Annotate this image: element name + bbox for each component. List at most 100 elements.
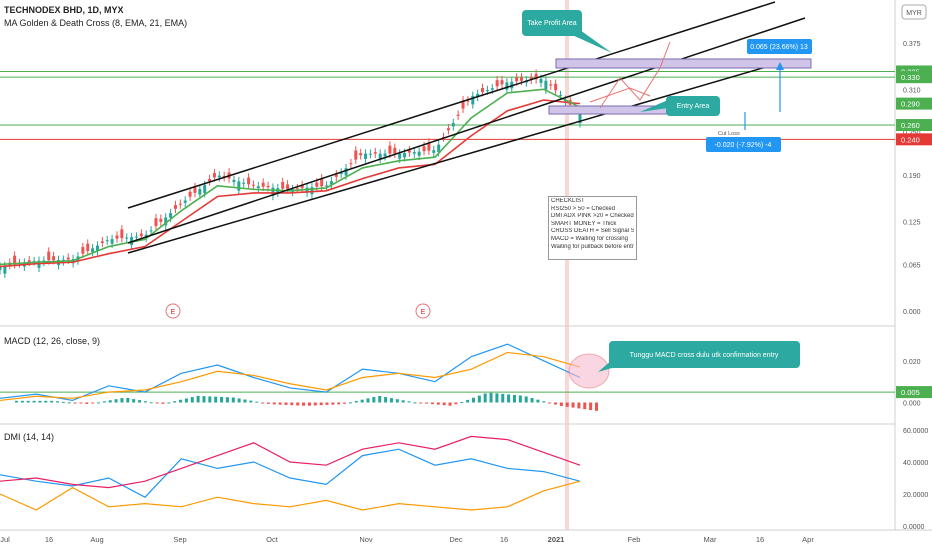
macd-histogram-bar <box>577 402 581 409</box>
candle-body <box>427 142 431 151</box>
macd-histogram-bar <box>155 402 159 404</box>
candle-body <box>329 181 333 185</box>
macd-histogram-bar <box>225 397 229 403</box>
middle-channel-line[interactable] <box>127 17 806 244</box>
candle-body <box>47 251 51 261</box>
candle-body <box>378 153 382 159</box>
axes: 0.3750.3100.2500.1900.1250.0650.0000.020… <box>0 41 932 544</box>
macd-histogram-bar <box>243 399 247 403</box>
macd-histogram-bar <box>425 402 429 404</box>
take-profit-box[interactable] <box>555 58 812 69</box>
candle-body <box>354 150 358 160</box>
lower-channel-line[interactable] <box>127 59 791 254</box>
candle-body <box>451 123 455 127</box>
macd-histogram-bar <box>202 396 206 403</box>
y-tick-label: 0.310 <box>903 87 921 94</box>
macd-histogram-bar <box>471 397 475 403</box>
candle-body <box>188 191 192 197</box>
candle-body <box>91 248 95 253</box>
candle-body <box>364 153 368 159</box>
macd-histogram-bar <box>524 396 528 403</box>
price-tag-label: 0.240 <box>901 135 920 144</box>
x-tick-label: Apr <box>802 535 814 544</box>
y-tick-label: 0.000 <box>903 401 921 408</box>
upper-channel-line[interactable] <box>127 1 776 209</box>
candle-body <box>490 88 494 90</box>
candle-body <box>495 80 499 87</box>
candle-body <box>86 243 90 251</box>
checklist-note[interactable]: CHECKLIST RSI250 > 50 = Checked DMI ADX … <box>548 196 637 260</box>
macd-histogram-bar <box>395 399 399 403</box>
candle-body <box>125 237 129 239</box>
candle-body <box>208 178 212 182</box>
candle-body <box>251 184 255 186</box>
macd-histogram-bar <box>319 402 323 406</box>
checklist-line: DMI ADX PINK >20 = Checked <box>551 213 634 220</box>
macd-histogram-bar <box>360 399 364 403</box>
candle-body <box>173 205 177 209</box>
price-tag <box>896 133 932 146</box>
currency-text: MYR <box>906 10 922 17</box>
currency-badge[interactable] <box>901 4 927 20</box>
macd-histogram-bar <box>149 402 153 404</box>
checklist-line: Waiting for pullback before entry <box>551 243 634 250</box>
candle-body <box>349 163 353 165</box>
macd-histogram-bar <box>249 400 253 403</box>
macd-histogram-bar <box>384 397 388 403</box>
macd-histogram-bar <box>354 401 358 403</box>
macd-histogram-bar <box>38 400 42 403</box>
macd-histogram-bar <box>589 402 593 411</box>
candle-body <box>242 182 246 184</box>
entry-callout[interactable]: Entry Area <box>640 96 720 116</box>
macd-callout[interactable]: Tunggu MACD cross dulu utk confirmation … <box>598 341 800 372</box>
candle-body <box>0 266 2 271</box>
candle-body <box>100 241 104 243</box>
candle-body <box>417 151 421 156</box>
take-profit-callout[interactable]: Take Profit Area <box>522 10 612 53</box>
y-tick-label: 0.065 <box>903 262 921 269</box>
price-tag <box>896 97 932 110</box>
candle-body <box>105 240 109 242</box>
macd-histogram-bar <box>348 402 352 404</box>
x-tick-label: Aug <box>90 535 103 544</box>
loss-label[interactable]: -0.020 (-7.92%) -4 <box>706 137 781 152</box>
macd-histogram-bar <box>261 402 265 404</box>
macd-histogram-bar <box>501 393 505 403</box>
profit-label[interactable]: 0.065 (23.66%) 13 <box>747 39 812 54</box>
macd-histogram-bar <box>114 399 118 403</box>
candle-body <box>66 257 70 260</box>
macd-histogram-bar <box>190 397 194 403</box>
candle-body <box>476 93 480 97</box>
candle-body <box>193 187 197 193</box>
macd-callout-text: Tunggu MACD cross dulu utk confirmation … <box>630 352 779 359</box>
candle-body <box>310 187 314 195</box>
dmi-line-2 <box>0 480 581 511</box>
candle-body <box>407 150 411 153</box>
earnings-marker[interactable]: E <box>415 303 431 319</box>
candle-body <box>27 260 31 262</box>
macd-histogram-bar <box>120 398 124 403</box>
earnings-marker-text: E <box>421 309 426 316</box>
candle-body <box>403 153 407 158</box>
y-tick-label: 0.000 <box>903 309 921 316</box>
macd-histogram-bar <box>143 401 147 403</box>
candle-body <box>110 239 114 244</box>
x-tick-label: Feb <box>628 535 641 544</box>
x-tick-label: Nov <box>359 535 373 544</box>
macd-histogram-bar <box>138 400 142 403</box>
candle-body <box>115 235 119 239</box>
macd-histogram-bar <box>571 402 575 408</box>
macd-highlight-circle[interactable] <box>568 353 610 389</box>
macd-histogram-bar <box>307 402 311 406</box>
arrow-head-icon <box>776 62 784 70</box>
candle-body <box>203 185 207 194</box>
candle-body <box>510 81 514 89</box>
macd-histogram-bar <box>97 402 101 404</box>
macd-histogram-bar <box>255 401 259 403</box>
take-profit-text: Take Profit Area <box>527 20 577 27</box>
earnings-marker[interactable]: E <box>165 303 181 319</box>
dmi-label: DMI (14, 14) <box>4 432 55 442</box>
macd-histogram-bar <box>126 397 130 403</box>
candle-body <box>539 78 543 83</box>
